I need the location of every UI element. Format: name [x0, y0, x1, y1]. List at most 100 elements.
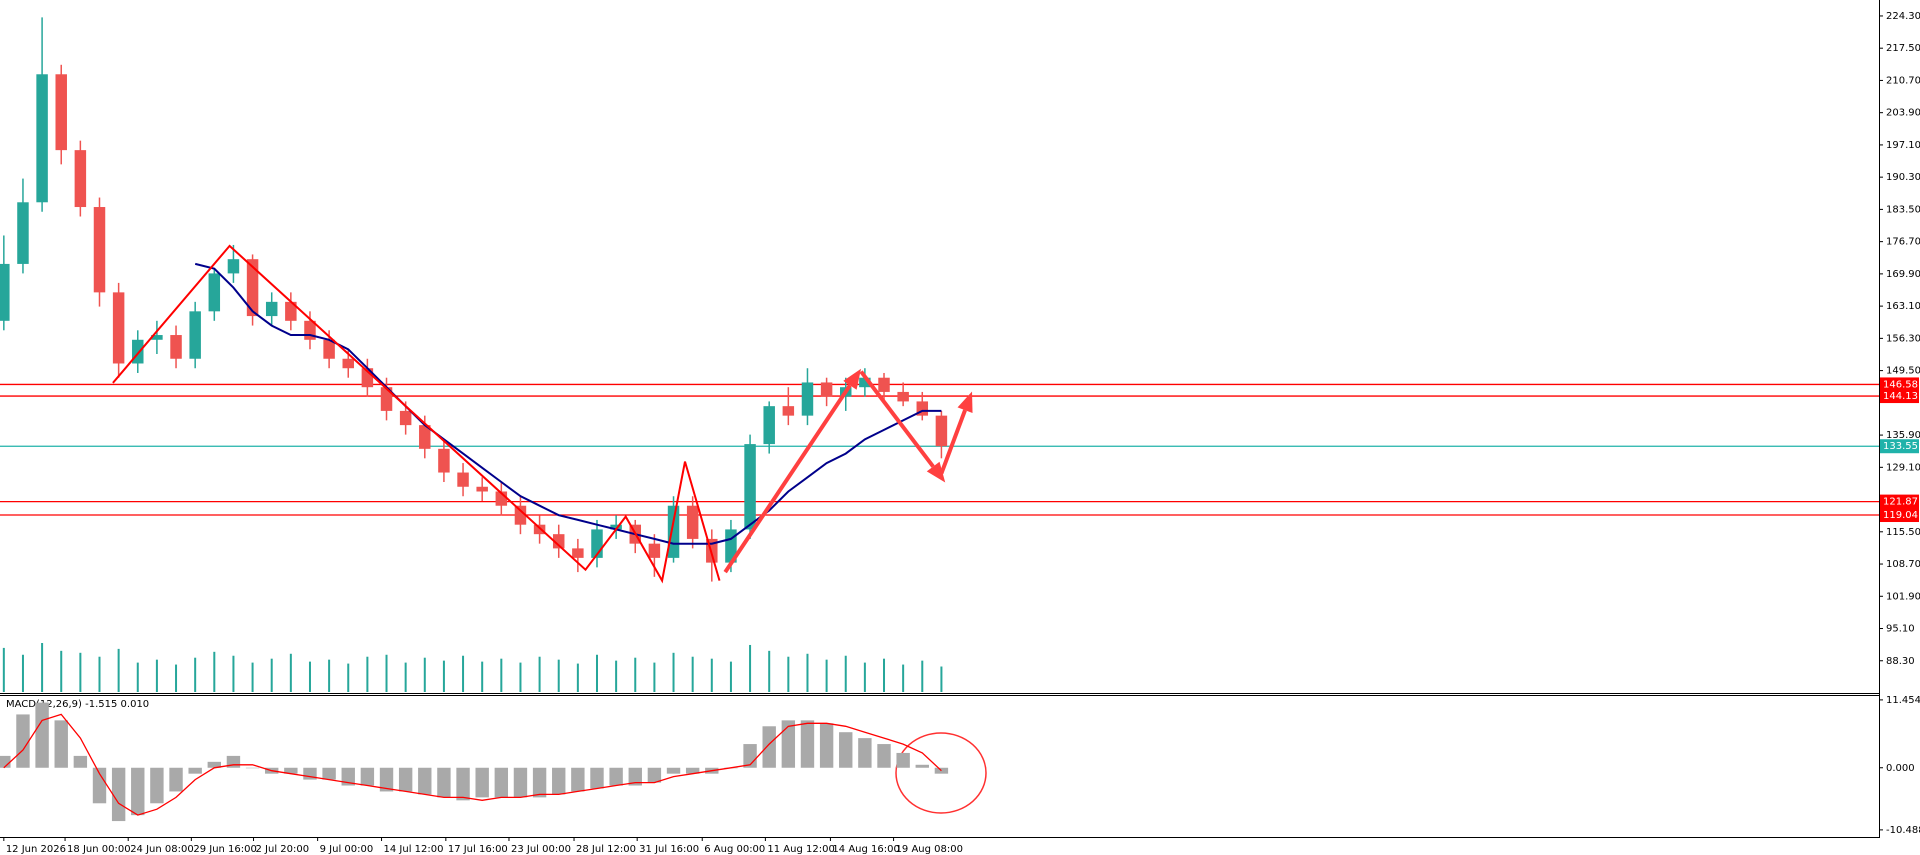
macd-bar: [666, 767, 681, 774]
y-tick-label: 210.70: [1886, 75, 1920, 86]
volume-bar: [634, 657, 637, 692]
macd-bar: [839, 732, 853, 768]
x-tick-label: 12 Jun 2026: [6, 844, 66, 855]
volume-bar: [500, 658, 503, 692]
x-tick-label: 9 Jul 00:00: [320, 844, 374, 855]
candle-body: [189, 311, 201, 359]
y-tick-label: 95.10: [1886, 624, 1915, 635]
candle-body: [208, 273, 221, 312]
arrow-head: [843, 368, 862, 390]
price-level-tag: [1880, 439, 1919, 454]
volume-bar: [232, 655, 235, 692]
macd-bar: [609, 767, 623, 786]
candle-body: [246, 259, 259, 317]
macd-y-tick-label: -10.488: [1886, 825, 1920, 836]
arrow-head: [926, 461, 946, 483]
y-tick-label: 108.70: [1886, 559, 1920, 570]
macd-bar: [360, 767, 375, 786]
candle-body: [744, 444, 756, 530]
y-tick-label: 129.10: [1886, 462, 1920, 473]
volume-bar: [41, 643, 44, 692]
price-level-label: 119.04: [1883, 510, 1918, 521]
candle-body: [285, 301, 297, 321]
candle-body: [170, 335, 182, 359]
arrow-head: [957, 391, 973, 413]
y-tick-label: 135.90: [1886, 430, 1920, 441]
candle-body: [916, 401, 929, 416]
volume-bar: [98, 656, 101, 692]
volume-bar: [251, 662, 254, 692]
volume-bar: [691, 656, 694, 692]
volume-bar: [385, 654, 388, 692]
volume-bar: [768, 650, 771, 692]
volume-bar: [538, 656, 541, 692]
price-level-tag: [1880, 508, 1919, 523]
macd-bar: [571, 767, 585, 792]
candle-body: [552, 534, 565, 549]
y-tick-label: 203.90: [1886, 108, 1920, 119]
candle-body: [514, 505, 527, 525]
x-tick-label: 2 Jul 20:00: [256, 844, 310, 855]
macd-bar: [92, 767, 107, 804]
macd-bar: [915, 764, 929, 768]
volume-bar: [136, 662, 139, 692]
macd-bar: [800, 720, 815, 768]
candle-body: [265, 301, 278, 317]
macd-bar: [858, 738, 872, 768]
macd-bar: [877, 744, 891, 768]
y-tick-label: 183.50: [1886, 204, 1920, 215]
volume-bar: [2, 647, 5, 692]
x-tick-label: 23 Jul 00:00: [511, 844, 571, 855]
candle-body: [495, 491, 508, 506]
y-tick-label: 176.70: [1886, 237, 1920, 248]
candle-body: [878, 377, 890, 392]
candle-body: [648, 543, 661, 558]
macd-bar: [647, 767, 662, 783]
price-level-label: 144.13: [1883, 391, 1918, 402]
volume-bar: [289, 653, 292, 692]
highlight-circle: [895, 732, 987, 814]
y-tick-label: 217.50: [1886, 43, 1920, 54]
arrow-shaft: [859, 370, 935, 468]
macd-bar: [131, 767, 145, 816]
y-tick-label: 156.30: [1886, 333, 1920, 344]
candle-body: [935, 415, 948, 447]
macd-bar: [552, 767, 566, 795]
volume-bar: [825, 659, 828, 692]
candle-body: [591, 529, 603, 558]
candle-body: [859, 377, 871, 388]
candle-body: [820, 382, 833, 397]
price-level-tag: [1880, 389, 1919, 404]
candle-body: [74, 150, 87, 208]
volume-bar: [844, 655, 847, 692]
candle-body: [763, 406, 775, 445]
candle-body: [438, 448, 450, 473]
macd-bar: [532, 767, 547, 798]
price-level-tag: [1880, 494, 1919, 509]
price-level-label: 133.55: [1883, 441, 1918, 452]
macd-bar: [169, 767, 183, 792]
macd-bar: [303, 767, 317, 780]
arrow-shaft: [723, 384, 852, 574]
macd-bar: [54, 720, 68, 768]
x-tick-label: 19 Aug 08:00: [896, 844, 963, 855]
y-tick-label: 169.90: [1886, 269, 1920, 280]
macd-bar: [437, 767, 451, 798]
y-tick-label: 115.50: [1886, 527, 1920, 538]
price-level-label: 121.87: [1883, 497, 1918, 508]
candle-body: [151, 335, 163, 340]
arrow-shaft: [939, 409, 967, 475]
macd-bar: [475, 767, 489, 798]
macd-bar: [322, 767, 336, 780]
y-tick-label: 88.30: [1886, 656, 1915, 667]
volume-bar: [155, 659, 158, 692]
volume-bar: [347, 663, 350, 692]
zigzag: [112, 244, 721, 584]
volume-bar: [557, 659, 560, 692]
volume-bar: [710, 658, 713, 692]
volume-bar: [213, 651, 216, 692]
macd-bar: [513, 767, 528, 798]
volume-bar: [806, 653, 809, 692]
macd-signal: [3, 713, 942, 816]
